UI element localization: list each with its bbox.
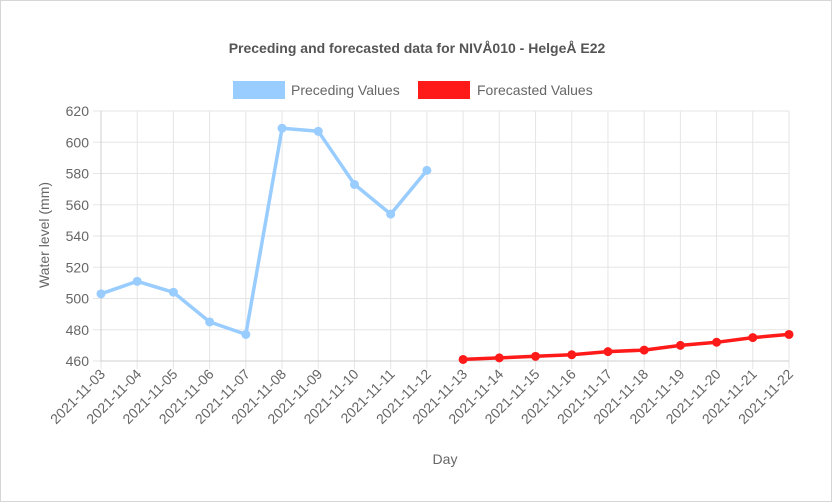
y-tick-label: 620 — [66, 103, 90, 119]
y-tick-label: 460 — [66, 353, 90, 369]
y-tick-label: 580 — [66, 166, 90, 182]
data-point-1[interactable] — [639, 345, 649, 355]
y-tick-label: 480 — [66, 322, 90, 338]
data-point-0[interactable] — [132, 276, 142, 286]
data-point-0[interactable] — [422, 165, 432, 175]
data-point-1[interactable] — [603, 347, 613, 357]
data-point-1[interactable] — [567, 350, 577, 360]
legend-swatch-0[interactable] — [233, 81, 285, 99]
series-line-1 — [461, 332, 791, 362]
y-tick-label: 500 — [66, 291, 90, 307]
data-point-0[interactable] — [205, 317, 215, 327]
legend-label-0[interactable]: Preceding Values — [291, 82, 400, 98]
data-point-0[interactable] — [168, 287, 178, 297]
data-point-1[interactable] — [494, 353, 504, 363]
legend: Preceding Values Forecasted Values — [233, 81, 593, 99]
y-tick-label: 520 — [66, 259, 90, 275]
data-point-1[interactable] — [748, 333, 758, 343]
legend-label-1[interactable]: Forecasted Values — [477, 82, 593, 98]
data-point-0[interactable] — [349, 179, 359, 189]
data-point-1[interactable] — [784, 329, 794, 339]
grid — [93, 110, 790, 369]
data-point-1[interactable] — [531, 351, 541, 361]
data-point-1[interactable] — [675, 340, 685, 350]
data-point-1[interactable] — [712, 337, 722, 347]
data-point-0[interactable] — [96, 289, 106, 299]
y-axis-title: Water level (mm) — [36, 182, 52, 288]
data-point-0[interactable] — [313, 126, 323, 136]
data-point-0[interactable] — [277, 123, 287, 133]
data-point-0[interactable] — [241, 329, 251, 339]
legend-swatch-1[interactable] — [418, 81, 470, 99]
x-axis-title: Day — [433, 451, 458, 467]
series-line-0 — [99, 126, 429, 337]
x-axis: 2021-11-032021-11-042021-11-052021-11-06… — [47, 366, 796, 427]
y-tick-label: 540 — [66, 228, 90, 244]
chart-title: Preceding and forecasted data for NIVÅ01… — [229, 40, 606, 56]
data-point-0[interactable] — [386, 209, 396, 219]
y-tick-label: 600 — [66, 134, 90, 150]
y-tick-label: 560 — [66, 197, 90, 213]
data-point-1[interactable] — [458, 354, 468, 364]
y-axis: 460 480 500 520 540 560 580 600 620 — [66, 103, 90, 369]
series-layer — [96, 123, 794, 364]
